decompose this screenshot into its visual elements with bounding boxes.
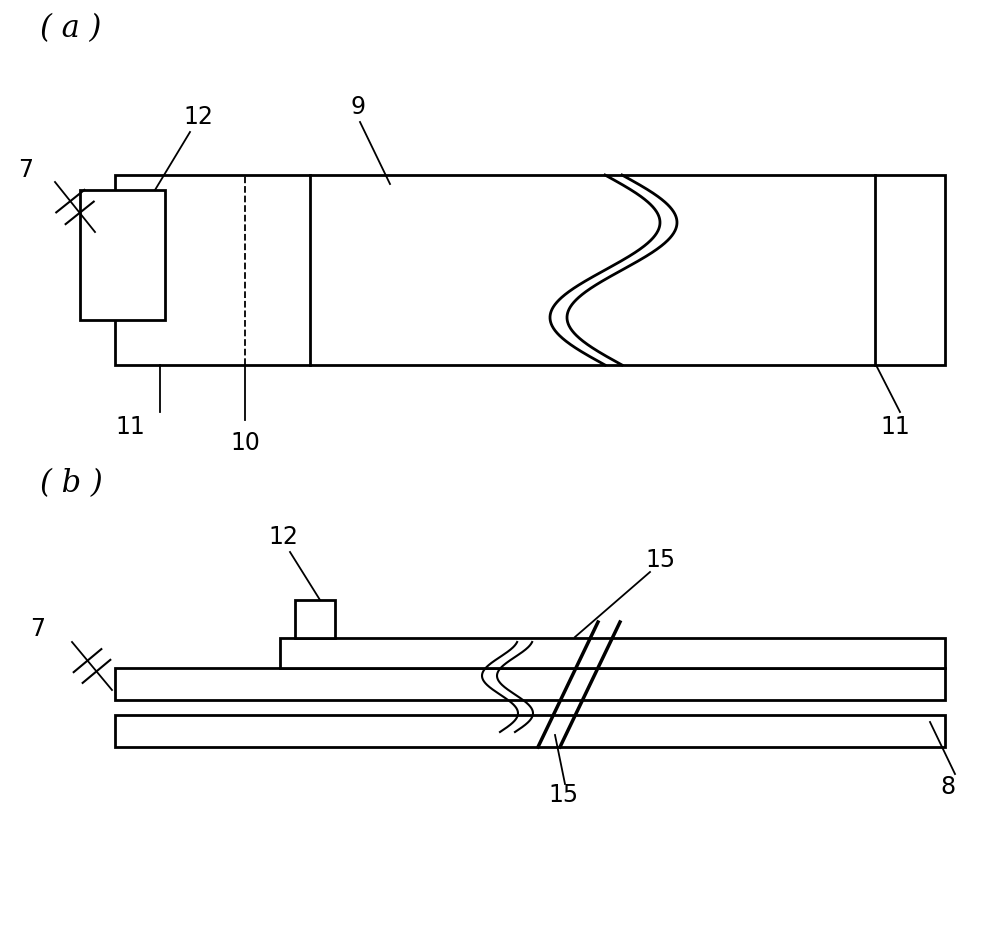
Bar: [115, 715, 945, 747]
Text: 8: 8: [940, 775, 955, 799]
Text: 9: 9: [350, 95, 365, 119]
Text: 12: 12: [268, 525, 298, 549]
Text: 7: 7: [18, 158, 33, 182]
Text: 7: 7: [30, 617, 45, 641]
Bar: [115, 668, 945, 700]
Bar: [115, 175, 945, 365]
Text: 12: 12: [183, 105, 213, 129]
Bar: [295, 600, 335, 638]
Bar: [80, 190, 165, 320]
Text: ( b ): ( b ): [40, 468, 103, 499]
Text: 11: 11: [115, 415, 145, 439]
Text: 11: 11: [880, 415, 910, 439]
Text: ( a ): ( a ): [40, 13, 101, 44]
Text: 15: 15: [645, 548, 675, 572]
Text: 15: 15: [548, 783, 578, 807]
Text: 10: 10: [230, 431, 260, 455]
Bar: [280, 638, 945, 668]
